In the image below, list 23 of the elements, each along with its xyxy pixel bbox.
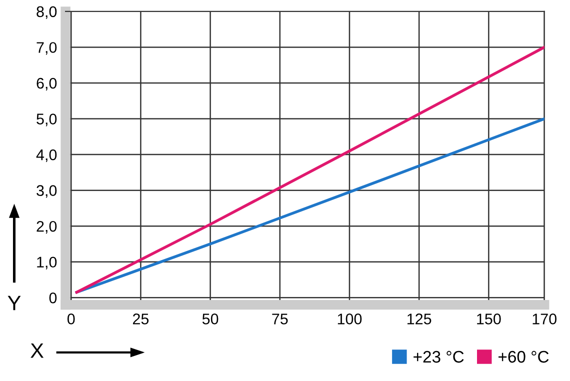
y-tick-label: 7,0	[36, 42, 57, 55]
y-tick-label: 8,0	[36, 6, 57, 19]
x-axis-title: X	[30, 343, 44, 358]
x-tick-label: 0	[67, 314, 75, 324]
y-tick-label: 4,0	[36, 149, 57, 162]
x-tick-label: 100	[338, 314, 362, 324]
legend-label: +60 °C	[498, 350, 549, 363]
y-axis-title: Y	[8, 296, 21, 310]
y-tick-label: 6,0	[36, 78, 57, 90]
y-tick-label: 0	[49, 292, 57, 304]
x-tick-label: 125	[408, 314, 432, 324]
x-tick-label: 150	[477, 314, 501, 324]
y-tick-label: 5,0	[36, 114, 57, 126]
x-tick-label: 50	[202, 314, 218, 324]
line-series	[75, 117, 544, 294]
y-tick-label: 2,0	[36, 220, 57, 234]
y-tick-label: 1,0	[37, 256, 57, 270]
x-tick-label: 75	[272, 314, 288, 324]
x-tick-label: 25	[132, 314, 149, 324]
x-tick-label: 170	[532, 314, 556, 324]
y-tick-label: 3,0	[36, 185, 57, 198]
line-series	[75, 46, 544, 294]
legend-label: +23 °C	[414, 350, 464, 363]
